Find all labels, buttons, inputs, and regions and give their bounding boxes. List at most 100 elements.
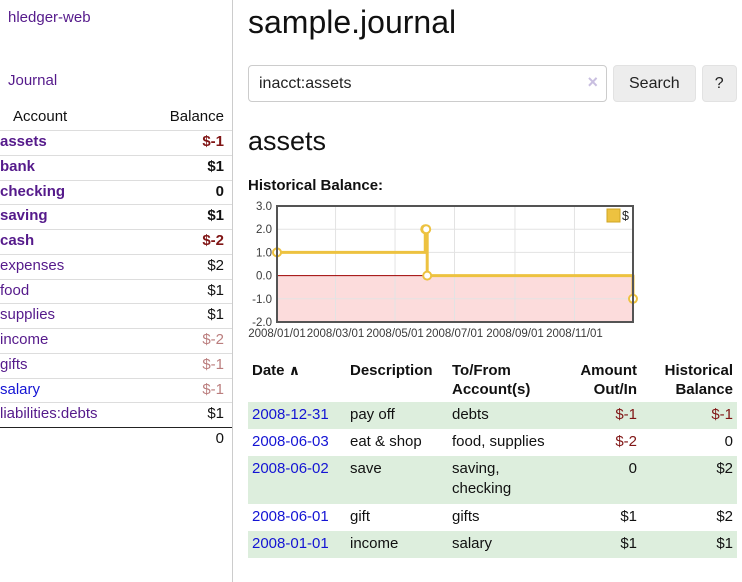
- amount-column-header[interactable]: Amount Out/In: [580, 361, 637, 399]
- search-box: ×: [248, 65, 607, 103]
- account-link[interactable]: bank: [0, 157, 36, 175]
- transaction-balance: $1: [716, 534, 733, 552]
- account-balance: $1: [207, 157, 224, 175]
- svg-text:-2.0: -2.0: [252, 317, 272, 329]
- transaction-amount: 0: [628, 460, 637, 478]
- register-row: 2008-06-03 eat & shop food, supplies $-2 0: [248, 429, 737, 456]
- transaction-balance: $2: [716, 507, 733, 525]
- account-balance: $1: [207, 405, 224, 423]
- account-row: income $-2: [0, 328, 232, 354]
- register-header-row: Date ∧ Description To/From Account(s) Am…: [248, 359, 737, 402]
- clear-search-icon[interactable]: ×: [587, 72, 598, 93]
- account-row: expenses $2: [0, 254, 232, 279]
- search-form: × Search ?: [248, 65, 737, 103]
- accounts-table: Account Balance assets $-1 bank $1 checking 0…: [0, 104, 232, 452]
- balance-column-header-main[interactable]: Historical Balance: [664, 361, 733, 399]
- account-link[interactable]: cash: [0, 232, 35, 249]
- account-balance: $2: [207, 256, 224, 274]
- accounts-table-header: Account Balance: [0, 104, 232, 131]
- date-column-header[interactable]: Date ∧: [252, 361, 301, 379]
- svg-text:1.0: 1.0: [256, 247, 272, 259]
- account-row: assets $-1: [0, 130, 232, 156]
- svg-text:2008/09/01: 2008/09/01: [486, 328, 544, 340]
- description-column-header[interactable]: Description: [350, 361, 433, 379]
- account-link[interactable]: liabilities:debts: [0, 405, 98, 423]
- transaction-description: gift: [350, 507, 371, 525]
- transaction-date-link[interactable]: 2008-06-01: [252, 507, 329, 525]
- svg-text:2008/03/01: 2008/03/01: [307, 328, 365, 340]
- transaction-amount: $-1: [615, 405, 637, 423]
- svg-text:2008/11/01: 2008/11/01: [546, 328, 603, 340]
- register-row: 2008-12-31 pay off debts $-1 $-1: [248, 401, 737, 429]
- account-link[interactable]: saving: [0, 207, 48, 225]
- account-balance: $-2: [202, 232, 224, 249]
- search-button[interactable]: Search: [613, 65, 696, 103]
- transaction-description: income: [350, 534, 399, 552]
- account-row: liabilities:debts $1: [0, 402, 232, 428]
- transaction-date-link[interactable]: 2008-06-02: [252, 460, 329, 478]
- account-link[interactable]: gifts: [0, 355, 28, 373]
- transaction-balance: $2: [716, 460, 733, 478]
- account-row: gifts $-1: [0, 353, 232, 378]
- transaction-date-link[interactable]: 2008-12-31: [252, 405, 329, 423]
- account-link[interactable]: assets: [0, 133, 47, 150]
- transaction-date-link[interactable]: 2008-06-03: [252, 432, 329, 450]
- accounts-column-header[interactable]: To/From Account(s): [452, 361, 531, 399]
- register-row: 2008-06-01 gift gifts $1 $2: [248, 504, 737, 531]
- account-row: salary $-1: [0, 378, 232, 403]
- transaction-accounts: salary: [452, 534, 493, 552]
- svg-text:0.0: 0.0: [256, 270, 272, 282]
- transaction-balance: 0: [724, 432, 733, 450]
- accounts-total-balance: 0: [215, 430, 224, 447]
- balance-column-header: Balance: [169, 108, 224, 125]
- account-balance: $-2: [202, 331, 224, 348]
- svg-text:2.0: 2.0: [256, 224, 272, 236]
- transaction-description: eat & shop: [350, 432, 422, 450]
- account-row: bank $1: [0, 155, 232, 180]
- account-balance: $1: [207, 281, 224, 299]
- account-link[interactable]: income: [0, 331, 49, 348]
- svg-text:2008/05/01: 2008/05/01: [366, 328, 424, 340]
- svg-text:3.0: 3.0: [256, 201, 272, 213]
- register-table-body: 2008-12-31 pay off debts $-1 $-1 2008-06-03 ea…: [248, 401, 737, 559]
- account-balance: $1: [207, 306, 224, 324]
- account-heading: assets: [248, 126, 327, 157]
- register-table: Date ∧ Description To/From Account(s) Am…: [248, 359, 737, 559]
- transaction-amount: $1: [620, 534, 637, 552]
- chart-title: Historical Balance:: [248, 176, 384, 194]
- transaction-accounts: debts: [452, 405, 489, 423]
- brand-link[interactable]: hledger-web: [8, 9, 91, 26]
- accounts-table-body: assets $-1 bank $1 checking 0 saving $1 cash $-2 e…: [0, 130, 232, 428]
- account-column-header: Account: [13, 108, 68, 125]
- page-title: sample.journal: [248, 4, 457, 40]
- sort-ascending-icon: ∧: [288, 361, 301, 378]
- transaction-description: pay off: [350, 405, 395, 423]
- transaction-date-link[interactable]: 2008-01-01: [252, 534, 329, 552]
- accounts-total-row: 0: [0, 427, 232, 452]
- account-balance: $1: [207, 207, 224, 225]
- account-row: food $1: [0, 279, 232, 304]
- transaction-amount: $1: [620, 507, 637, 525]
- transaction-description: save: [350, 460, 382, 478]
- account-row: supplies $1: [0, 303, 232, 329]
- account-link[interactable]: expenses: [0, 256, 65, 274]
- account-balance: $-1: [202, 380, 224, 398]
- account-row: cash $-2: [0, 229, 232, 255]
- account-balance: 0: [215, 182, 224, 200]
- sidebar: hledger-web Journal Account Balance asse…: [0, 0, 233, 582]
- account-link[interactable]: supplies: [0, 306, 56, 324]
- search-input[interactable]: [248, 65, 607, 103]
- svg-text:2008/01/01: 2008/01/01: [248, 328, 306, 340]
- transaction-accounts: food, supplies: [452, 432, 545, 450]
- account-link[interactable]: food: [0, 281, 30, 299]
- svg-text:-1.0: -1.0: [252, 293, 272, 305]
- svg-text:$: $: [622, 209, 629, 223]
- balance-chart: -2.0 -1.0 0.0 1.0 2.0 3.0 2008/01/01 2008/03/01…: [248, 201, 638, 340]
- help-button[interactable]: ?: [701, 65, 737, 103]
- transaction-accounts: gifts: [452, 507, 480, 525]
- transaction-balance: $-1: [711, 405, 733, 423]
- transaction-accounts: saving, checking: [452, 460, 512, 498]
- account-link[interactable]: checking: [0, 182, 66, 200]
- journal-nav-link[interactable]: Journal: [8, 72, 58, 89]
- account-link[interactable]: salary: [0, 380, 41, 398]
